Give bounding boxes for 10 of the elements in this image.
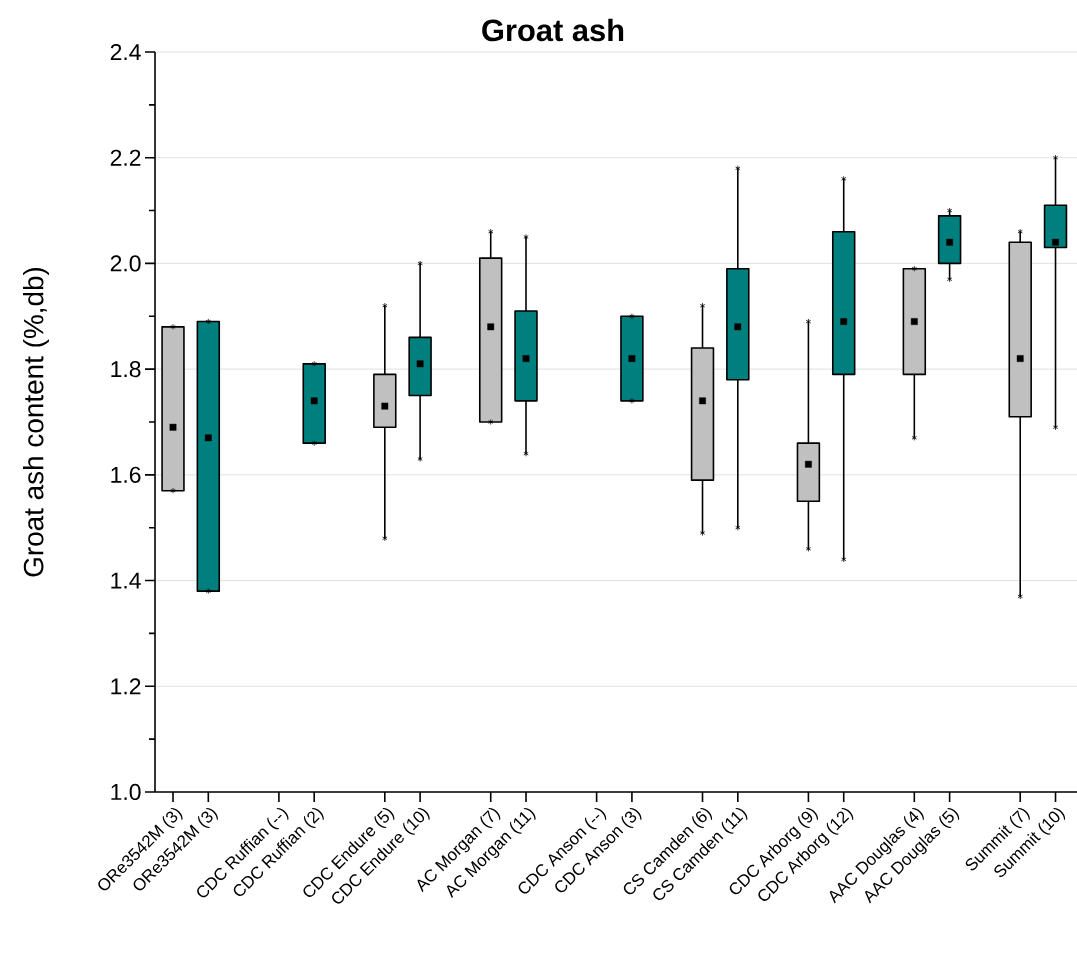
y-tick-label: 1.8 bbox=[111, 361, 141, 378]
chart-title: Groat ash bbox=[482, 18, 624, 42]
y-tick-label: 1.4 bbox=[111, 572, 141, 589]
y-tick-label: 2.0 bbox=[110, 255, 141, 272]
y-tick-label: 1.0 bbox=[111, 783, 141, 801]
y-tick-label: 2.2 bbox=[110, 149, 141, 166]
y-tick-label: 2.4 bbox=[110, 43, 141, 60]
y-axis-title: Groat ash content (%,db) bbox=[23, 267, 50, 577]
y-tick-label: 1.6 bbox=[111, 466, 141, 483]
y-tick-label: 1.2 bbox=[111, 678, 141, 695]
